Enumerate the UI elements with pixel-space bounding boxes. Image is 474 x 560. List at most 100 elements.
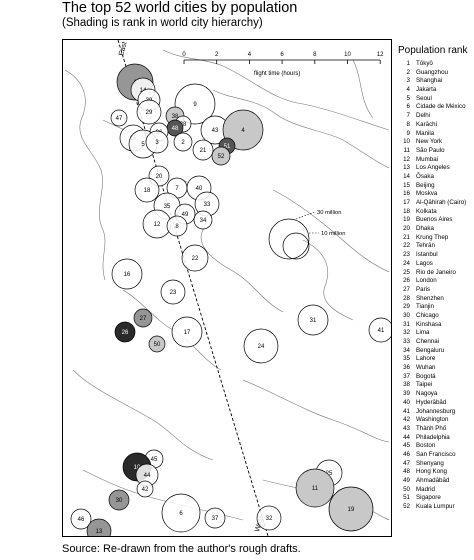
city-marker-21: 21 <box>192 139 214 161</box>
legend-city-name: Tōkyō <box>416 60 433 67</box>
city-rank-label: 13 <box>96 529 103 535</box>
scale-tick-label: 0 <box>182 52 186 58</box>
legend-entry: 34 Bengaluru <box>398 347 474 356</box>
city-rank-label: 8 <box>175 224 179 230</box>
city-marker-42: 42 <box>136 480 154 498</box>
city-circle <box>368 317 391 343</box>
city-marker-23: 23 <box>160 279 186 305</box>
legend-rank: 16 <box>403 190 410 198</box>
legend-city-name: Sigapore <box>416 494 441 502</box>
city-marker-19: 19 <box>328 486 374 532</box>
city-rank-label: 38 <box>172 114 179 120</box>
legend-entry: 6 Cidade de México <box>398 103 474 112</box>
city-circle <box>211 146 231 166</box>
legend-city-name: Beijing <box>416 181 435 189</box>
legend-rank: 49 <box>403 477 410 484</box>
legend-entry: 15 Beijing <box>398 182 474 191</box>
legend-entry: 48 Hong Kong <box>398 468 474 477</box>
city-rank-label: 32 <box>266 516 273 522</box>
city-circles: 1143994729382848153653243421515220187403… <box>70 63 391 536</box>
city-marker-43: 43 <box>200 115 230 145</box>
city-circle <box>173 132 193 152</box>
scale-label: flight time (hours) <box>254 71 300 77</box>
scale-tick-label: 12 <box>377 52 384 58</box>
legend-city-name: Taipei <box>416 381 433 389</box>
legend-entry: 21 Krung Thep <box>398 234 474 243</box>
legend-entry: 24 Lagos <box>398 260 474 269</box>
city-rank-label: 50 <box>154 342 161 348</box>
city-circle <box>161 493 201 533</box>
legend-city-name: Rio de Janeiro <box>416 268 456 276</box>
legend-city-name: Seoul <box>416 94 432 102</box>
legend-city-name: Karāchi <box>416 120 437 128</box>
legend-city-name: Paris <box>416 285 431 293</box>
legend-entry: 45 Boston <box>398 442 474 451</box>
legend-rank: 52 <box>403 503 410 511</box>
city-rank-label: 34 <box>200 218 207 224</box>
legend-city-name: Al-Qāhirah (Cairo) <box>416 199 467 206</box>
city-marker-31: 31 <box>297 304 329 336</box>
map-title: The top 52 world cities by population <box>62 0 298 16</box>
legend-entry: 10 New York <box>398 138 474 147</box>
city-rank-label: 28 <box>180 122 187 128</box>
legend-rank: 26 <box>403 277 410 285</box>
legend-rank: 42 <box>403 416 410 424</box>
legend-entry: 50 Madrid <box>398 486 474 495</box>
city-rank-label: 25 <box>326 471 333 477</box>
legend-rank: 18 <box>403 207 410 215</box>
city-circle <box>145 130 169 154</box>
legend-entry: 22 Tehrān <box>398 242 474 251</box>
legend-entry: 47 Shenyang <box>398 460 474 469</box>
city-circle <box>108 489 130 511</box>
legend-entry: 42 Washington <box>398 416 474 425</box>
legend-city-name: Mumbai <box>416 155 439 163</box>
city-rank-label: 46 <box>78 517 85 523</box>
city-circle <box>204 507 226 529</box>
city-marker-16: 16 <box>111 258 143 290</box>
legend-city-name: Chicago <box>416 311 439 319</box>
legend-entry: 26 London <box>398 277 474 286</box>
legend-city-name: Kinshasa <box>416 320 442 328</box>
legend-city-name: Nagoya <box>416 390 438 398</box>
legend-city-name: San Francisco <box>416 450 456 458</box>
legend-city-name: Istanbul <box>416 251 438 259</box>
legend-city-name: Lima <box>416 329 430 337</box>
legend-rank: 7 <box>406 112 410 120</box>
city-rank-label: 6 <box>179 511 183 517</box>
legend-rank: 11 <box>403 146 410 154</box>
legend-entry: 44 Philadelphia <box>398 434 474 443</box>
city-circle <box>133 308 153 328</box>
legend-entry: 29 Tianjin <box>398 303 474 312</box>
legend-city-name: New York <box>416 138 443 146</box>
legend-rank: 36 <box>403 364 410 372</box>
city-rank-label: 5 <box>141 142 145 148</box>
city-marker-37: 37 <box>204 507 226 529</box>
size-key-10-million: 10 million <box>321 231 346 237</box>
legend-entry: 14 Ōsaka <box>398 173 474 182</box>
legend-rank: 35 <box>403 355 410 363</box>
city-marker-47: 47 <box>110 109 128 127</box>
legend-rank: 6 <box>406 103 410 111</box>
city-marker-27: 27 <box>133 308 153 328</box>
legend-city-name: Chennai <box>416 338 440 345</box>
legend-rank: 4 <box>406 86 410 94</box>
legend-city-name: Hyderābād <box>416 398 447 406</box>
city-circle <box>222 109 264 151</box>
legend-rank: 50 <box>403 485 410 493</box>
legend-city-name: Los Angeles <box>416 164 450 172</box>
legend-list: 1 Tōkyō 2 Guangzhou 3 Shanghai 4 Jakarta 5 Seoul 6… <box>398 60 474 512</box>
city-marker-34: 34 <box>193 210 213 230</box>
city-circle <box>256 505 282 531</box>
city-rank-label: 24 <box>258 344 265 350</box>
scale-tick-label: 2 <box>215 52 219 58</box>
legend-entry: 28 Shenzhen <box>398 295 474 304</box>
legend-rank: 33 <box>403 338 410 345</box>
city-rank-label: 18 <box>144 188 151 194</box>
city-rank-label: 35 <box>164 204 171 210</box>
city-marker-12: 12 <box>142 209 172 239</box>
scale-tick-label: 8 <box>313 52 317 58</box>
legend-entry: 23 Istanbul <box>398 251 474 260</box>
city-rank-label: 37 <box>212 516 219 522</box>
city-circle <box>166 215 188 237</box>
